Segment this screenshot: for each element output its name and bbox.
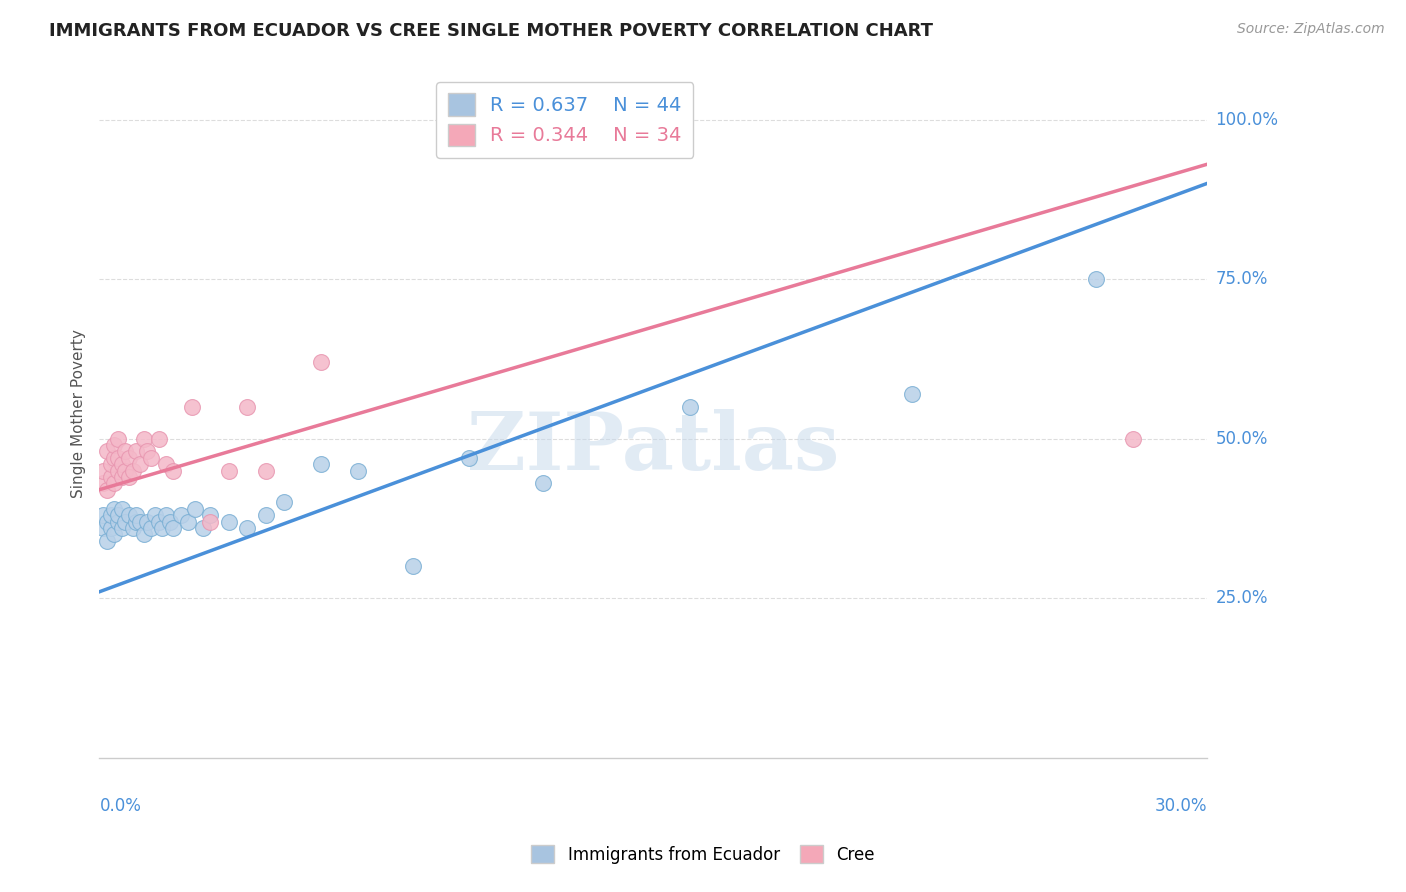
Point xyxy=(100,470,122,484)
Point xyxy=(107,432,129,446)
Point xyxy=(96,483,118,497)
Point xyxy=(100,521,122,535)
Point xyxy=(125,508,148,523)
Point xyxy=(129,515,152,529)
Point xyxy=(236,400,259,414)
Point xyxy=(236,521,259,535)
Text: 0.0%: 0.0% xyxy=(100,797,142,814)
Point xyxy=(273,495,295,509)
Point xyxy=(218,515,240,529)
Point xyxy=(200,515,222,529)
Point xyxy=(118,450,141,465)
Point xyxy=(96,515,118,529)
Text: 50.0%: 50.0% xyxy=(1216,430,1268,448)
Point xyxy=(114,463,136,477)
Point xyxy=(118,470,141,484)
Point xyxy=(180,400,202,414)
Point xyxy=(148,515,170,529)
Point xyxy=(531,476,554,491)
Point xyxy=(110,501,132,516)
Point xyxy=(148,432,170,446)
Point xyxy=(143,508,166,523)
Point xyxy=(136,515,159,529)
Point xyxy=(91,463,114,477)
Point xyxy=(121,521,143,535)
Point xyxy=(107,450,129,465)
Point xyxy=(402,559,425,574)
Point xyxy=(107,463,129,477)
Text: ZIPatlas: ZIPatlas xyxy=(467,409,839,486)
Point xyxy=(96,533,118,548)
Point xyxy=(107,515,129,529)
Point xyxy=(125,444,148,458)
Point xyxy=(150,521,173,535)
Point xyxy=(129,457,152,471)
Point xyxy=(121,463,143,477)
Point xyxy=(103,476,125,491)
Text: 100.0%: 100.0% xyxy=(1216,111,1278,128)
Point xyxy=(125,515,148,529)
Point xyxy=(1122,432,1144,446)
Point xyxy=(900,387,922,401)
Point xyxy=(191,521,214,535)
Point xyxy=(107,508,129,523)
Point xyxy=(218,463,240,477)
Point xyxy=(103,450,125,465)
Point xyxy=(132,432,155,446)
Point xyxy=(91,521,114,535)
Point xyxy=(103,438,125,452)
Text: 25.0%: 25.0% xyxy=(1216,589,1268,607)
Point xyxy=(96,444,118,458)
Point xyxy=(162,521,184,535)
Point xyxy=(254,463,277,477)
Point xyxy=(132,527,155,541)
Point xyxy=(309,457,332,471)
Point xyxy=(155,508,177,523)
Point xyxy=(139,450,162,465)
Point xyxy=(103,501,125,516)
Point xyxy=(159,515,181,529)
Legend: R = 0.637    N = 44, R = 0.344    N = 34: R = 0.637 N = 44, R = 0.344 N = 34 xyxy=(436,82,693,158)
Legend: Immigrants from Ecuador, Cree: Immigrants from Ecuador, Cree xyxy=(524,838,882,871)
Point xyxy=(100,508,122,523)
Point xyxy=(139,521,162,535)
Text: 75.0%: 75.0% xyxy=(1216,270,1268,288)
Point xyxy=(114,444,136,458)
Point xyxy=(679,400,702,414)
Point xyxy=(110,521,132,535)
Point xyxy=(457,450,479,465)
Point xyxy=(91,476,114,491)
Point xyxy=(91,508,114,523)
Point xyxy=(110,457,132,471)
Point xyxy=(114,515,136,529)
Point xyxy=(162,463,184,477)
Y-axis label: Single Mother Poverty: Single Mother Poverty xyxy=(72,328,86,498)
Point xyxy=(155,457,177,471)
Point xyxy=(184,501,207,516)
Text: 30.0%: 30.0% xyxy=(1154,797,1208,814)
Point xyxy=(118,508,141,523)
Point xyxy=(309,355,332,369)
Point xyxy=(110,470,132,484)
Text: Source: ZipAtlas.com: Source: ZipAtlas.com xyxy=(1237,22,1385,37)
Point xyxy=(100,457,122,471)
Point xyxy=(347,463,370,477)
Point xyxy=(169,508,191,523)
Point xyxy=(1085,272,1108,286)
Point xyxy=(254,508,277,523)
Point xyxy=(103,527,125,541)
Point xyxy=(136,444,159,458)
Text: IMMIGRANTS FROM ECUADOR VS CREE SINGLE MOTHER POVERTY CORRELATION CHART: IMMIGRANTS FROM ECUADOR VS CREE SINGLE M… xyxy=(49,22,934,40)
Point xyxy=(177,515,200,529)
Point xyxy=(200,508,222,523)
